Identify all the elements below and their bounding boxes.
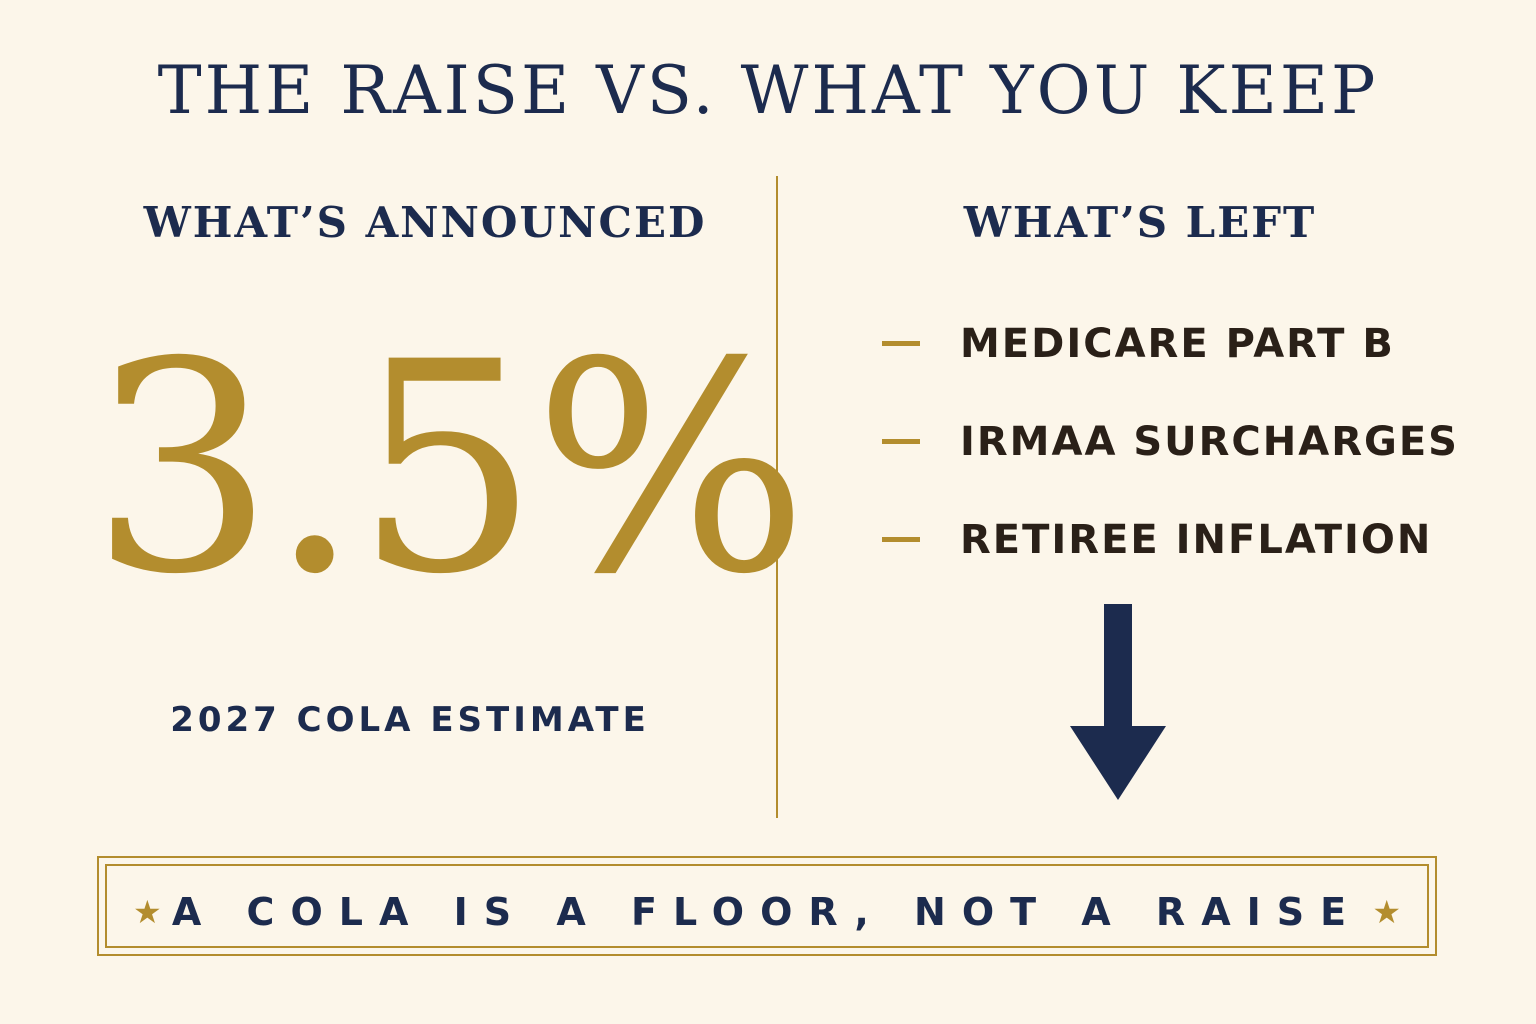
list-item: RETIREE INFLATION <box>882 512 1459 610</box>
dash-icon <box>882 341 920 346</box>
item-label: MEDICARE PART B <box>960 321 1395 367</box>
banner-text: A COLA IS A FLOOR, NOT A RAISE <box>171 890 1363 934</box>
item-label: IRMAA SURCHARGES <box>960 419 1459 465</box>
dash-icon <box>882 537 920 542</box>
tagline-banner: ★ A COLA IS A FLOOR, NOT A RAISE ★ <box>97 856 1437 956</box>
item-label: RETIREE INFLATION <box>960 517 1433 563</box>
down-arrow-icon <box>1070 604 1166 800</box>
cola-estimate-caption: 2027 COLA ESTIMATE <box>170 700 650 740</box>
cola-percentage: 3.5% <box>90 301 809 638</box>
whats-left-heading: WHAT’S LEFT <box>963 198 1317 247</box>
list-item: MEDICARE PART B <box>882 316 1459 414</box>
list-item: IRMAA SURCHARGES <box>882 414 1459 512</box>
announced-heading: WHAT’S ANNOUNCED <box>143 198 707 247</box>
column-divider <box>776 176 778 818</box>
dash-icon <box>882 439 920 444</box>
page-title: THE RAISE VS. WHAT YOU KEEP <box>157 52 1379 129</box>
deductions-list: MEDICARE PART B IRMAA SURCHARGES RETIREE… <box>882 316 1459 610</box>
star-icon: ★ <box>133 893 162 931</box>
star-icon: ★ <box>1372 893 1401 931</box>
